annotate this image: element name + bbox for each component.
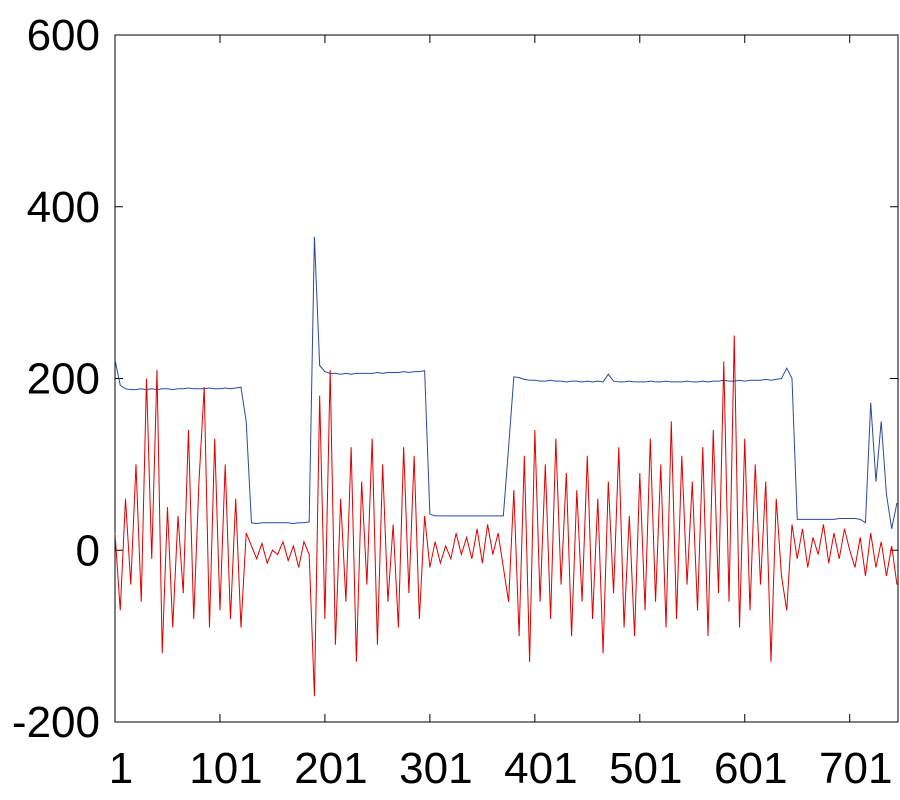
x-tick-label: 701	[819, 744, 892, 793]
y-tick-label: 200	[27, 355, 100, 404]
data-line	[114, 335, 898, 697]
x-tick-label: 601	[714, 744, 787, 793]
x-tick-label: 401	[504, 744, 577, 793]
x-tick-label: 201	[294, 744, 367, 793]
x-tick-label: 101	[189, 744, 262, 793]
x-tick-label: 1	[109, 744, 133, 793]
y-tick-label: -200	[12, 698, 100, 747]
y-tick-label: 0	[76, 526, 100, 575]
x-tick-label: 301	[399, 744, 472, 793]
y-tick-label: 400	[27, 183, 100, 232]
x-tick-label: 501	[609, 744, 682, 793]
y-tick-label: 600	[27, 11, 100, 60]
data-line	[114, 236, 898, 529]
